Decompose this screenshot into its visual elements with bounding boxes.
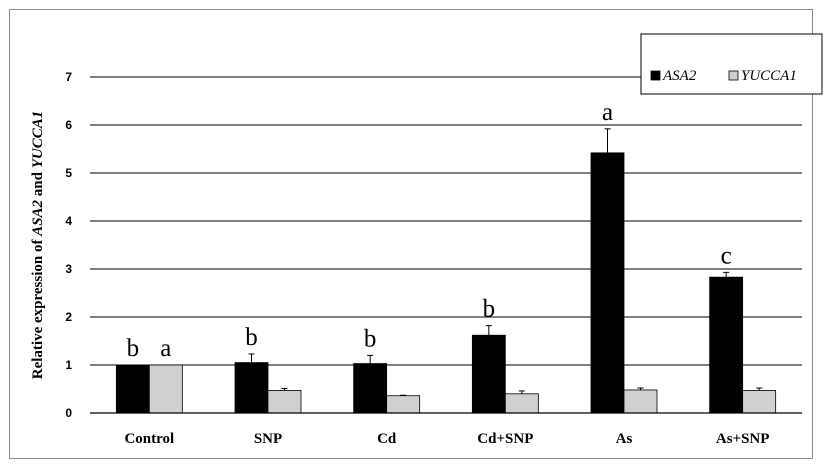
bar-yucca1-cd (386, 395, 421, 414)
y-tick-label: 0 (65, 406, 72, 420)
bar-asa2-control (115, 364, 150, 414)
significance-letter: a (160, 335, 171, 362)
legend-swatch-asa2 (650, 70, 661, 81)
significance-letter: b (364, 325, 377, 352)
y-axis-label: Relative expression of ASA2 and YUCCA1 (30, 111, 46, 380)
y-axis-label-part: and (30, 168, 46, 200)
y-tick-label: 7 (65, 70, 72, 84)
bar-asa2-cd-plus-snp (471, 334, 506, 414)
x-tick-label: Cd+SNP (477, 431, 533, 447)
significance-letter: c (721, 242, 732, 269)
significance-letter: b (483, 296, 496, 323)
legend-swatch-yucca1 (728, 70, 739, 81)
y-axis-label-part: ASA2 (30, 199, 46, 236)
bar-yucca1-snp (267, 390, 302, 414)
significance-letter: b (245, 324, 258, 351)
bar-yucca1-cd-plus-snp (504, 393, 539, 414)
y-axis-label-part: Relative expression of (30, 236, 46, 379)
x-tick-label: As (616, 431, 633, 447)
y-tick-label: 6 (65, 118, 72, 132)
legend-label-yucca1: YUCCA1 (741, 68, 797, 84)
y-tick-label: 5 (65, 166, 72, 180)
y-tick-label: 1 (65, 358, 72, 372)
x-tick-label: Cd (377, 431, 397, 447)
legend-label-asa2: ASA2 (662, 68, 697, 84)
significance-letter: a (602, 99, 613, 126)
significance-letter: b (127, 335, 140, 362)
y-tick-label: 2 (65, 310, 72, 324)
bar-asa2-as-plus-snp (709, 276, 744, 414)
y-tick-label: 4 (65, 214, 72, 228)
bar-asa2-as (590, 152, 625, 414)
y-axis-label-part: YUCCA1 (30, 111, 46, 169)
x-tick-label: Control (124, 431, 174, 447)
x-tick-label: As+SNP (716, 431, 770, 447)
bar-yucca1-control (148, 364, 183, 414)
bar-asa2-snp (234, 362, 269, 414)
y-tick-label: 3 (65, 262, 72, 276)
chart-frame (9, 9, 813, 459)
bar-asa2-cd (353, 363, 388, 414)
x-tick-label: SNP (254, 431, 282, 447)
bar-yucca1-as (623, 389, 658, 414)
legend-box (640, 33, 823, 95)
bar-yucca1-as-plus-snp (742, 390, 777, 414)
